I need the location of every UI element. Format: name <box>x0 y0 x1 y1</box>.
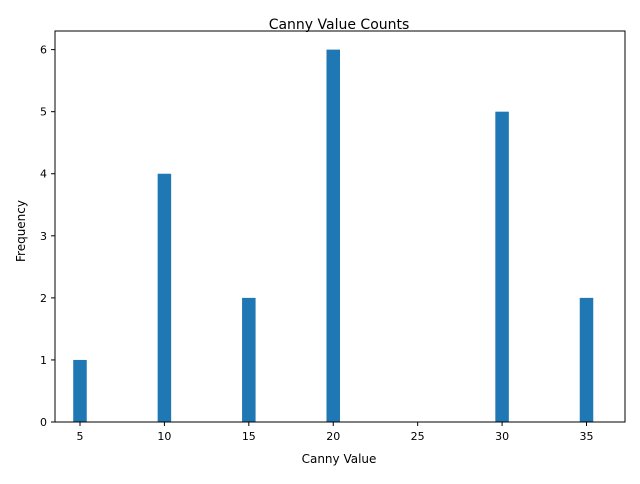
plot-area-frame <box>54 30 626 423</box>
y-axis-ticks: 0 1 2 3 4 5 6 <box>40 44 55 429</box>
y-tick-label: 6 <box>40 44 47 57</box>
y-tick-label: 1 <box>40 354 47 367</box>
x-tick-label: 10 <box>157 430 171 443</box>
x-tick-label: 35 <box>580 430 594 443</box>
bars-layer <box>73 49 594 423</box>
bar-20 <box>326 49 340 423</box>
bar-5 <box>73 359 87 422</box>
y-tick-label: 0 <box>40 416 47 429</box>
bar-10 <box>157 173 172 422</box>
y-tick-label: 4 <box>40 168 47 181</box>
y-tick-label: 2 <box>40 292 47 305</box>
bar-30 <box>495 111 509 423</box>
bar-15 <box>242 297 256 422</box>
x-tick-label: 30 <box>495 430 509 443</box>
y-tick-label: 3 <box>40 230 47 243</box>
y-tick-label: 5 <box>40 106 47 119</box>
x-tick-label: 25 <box>411 430 425 443</box>
x-axis-ticks: 5 10 15 20 25 30 35 <box>76 422 594 443</box>
x-tick-label: 15 <box>242 430 256 443</box>
x-axis-label: Canny Value <box>302 452 377 466</box>
chart-title: Canny Value Counts <box>269 17 410 33</box>
bar-35 <box>579 297 594 422</box>
x-tick-label: 20 <box>326 430 340 443</box>
y-axis-label: Frequency <box>14 200 28 262</box>
x-tick-label: 5 <box>76 430 83 443</box>
